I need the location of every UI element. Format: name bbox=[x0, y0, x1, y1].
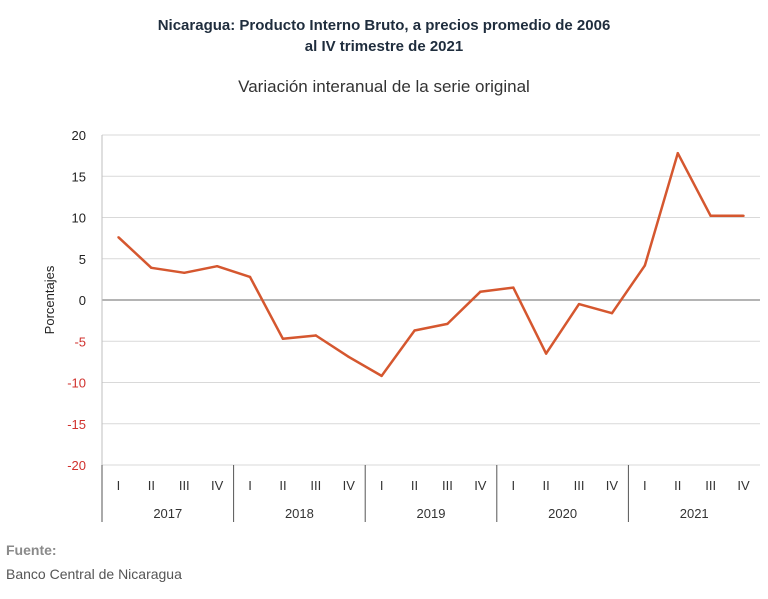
x-tick-label: I bbox=[511, 478, 515, 493]
y-tick-label: 0 bbox=[79, 293, 86, 308]
x-tick-label: IV bbox=[211, 478, 224, 493]
data-point bbox=[314, 334, 318, 337]
data-point bbox=[577, 302, 581, 306]
data-point bbox=[380, 374, 383, 378]
y-tick-label: -5 bbox=[74, 334, 86, 349]
chart-title: Nicaragua: Producto Interno Bruto, a pre… bbox=[0, 15, 768, 57]
data-point bbox=[676, 151, 679, 155]
x-tick-label: III bbox=[179, 478, 190, 493]
y-tick-label: 10 bbox=[72, 211, 86, 226]
chart-title-line-1: Nicaragua: Producto Interno Bruto, a pre… bbox=[157, 17, 611, 34]
data-point bbox=[183, 271, 186, 274]
y-axis-label: Porcentajes bbox=[42, 265, 57, 334]
x-tick-label: I bbox=[117, 478, 121, 493]
source-label: Fuente: bbox=[6, 542, 57, 558]
y-tick-label: 15 bbox=[72, 169, 86, 184]
x-tick-label: I bbox=[643, 478, 647, 493]
x-tick-label: II bbox=[543, 478, 550, 493]
chart-title-line-2: al IV trimestre de 2021 bbox=[304, 38, 464, 55]
y-axis-ticks: 20 15 10 5 0 -5 -10 -15 -20 bbox=[67, 128, 86, 473]
x-tick-label: III bbox=[310, 478, 321, 493]
data-point bbox=[117, 236, 120, 239]
data-point bbox=[544, 352, 548, 355]
x-tick-label: IV bbox=[343, 478, 356, 493]
x-tick-label: III bbox=[574, 478, 585, 493]
data-point bbox=[643, 264, 647, 267]
x-year-label: 2017 bbox=[153, 506, 182, 521]
x-tick-label: II bbox=[674, 478, 681, 493]
x-tick-label: IV bbox=[737, 478, 750, 493]
x-tick-label: II bbox=[411, 478, 418, 493]
data-point bbox=[281, 337, 285, 340]
y-tick-label: 20 bbox=[72, 128, 86, 143]
x-tick-label: II bbox=[148, 478, 155, 493]
data-point bbox=[215, 264, 219, 268]
x-year-label: 2019 bbox=[417, 506, 446, 521]
x-tick-label: I bbox=[380, 478, 384, 493]
series-line bbox=[117, 151, 744, 378]
y-tick-label: -10 bbox=[67, 376, 86, 391]
y-tick-label: 5 bbox=[79, 252, 86, 267]
data-point bbox=[512, 286, 515, 289]
x-year-label: 2020 bbox=[548, 506, 577, 521]
x-tick-label: III bbox=[442, 478, 453, 493]
y-tick-label: -15 bbox=[67, 417, 86, 432]
x-tick-label: IV bbox=[474, 478, 487, 493]
data-point bbox=[446, 322, 449, 326]
x-year-label: 2018 bbox=[285, 506, 314, 521]
data-point bbox=[347, 355, 350, 359]
chart-subtitle: Variación interanual de la serie origina… bbox=[238, 77, 530, 96]
data-point bbox=[248, 275, 252, 279]
x-year-label: 2021 bbox=[680, 506, 709, 521]
data-point bbox=[709, 214, 712, 218]
data-point bbox=[150, 266, 153, 270]
data-point bbox=[610, 312, 614, 315]
x-tick-label: IV bbox=[606, 478, 619, 493]
y-tick-label: -20 bbox=[67, 458, 86, 473]
data-points bbox=[117, 151, 745, 378]
gridlines bbox=[101, 134, 760, 466]
data-point bbox=[413, 329, 416, 332]
data-point bbox=[742, 214, 745, 218]
source-text: Banco Central de Nicaragua bbox=[6, 566, 182, 582]
data-point bbox=[479, 290, 482, 293]
x-tick-label: III bbox=[705, 478, 716, 493]
x-tick-label: I bbox=[248, 478, 252, 493]
x-tick-label: II bbox=[279, 478, 286, 493]
